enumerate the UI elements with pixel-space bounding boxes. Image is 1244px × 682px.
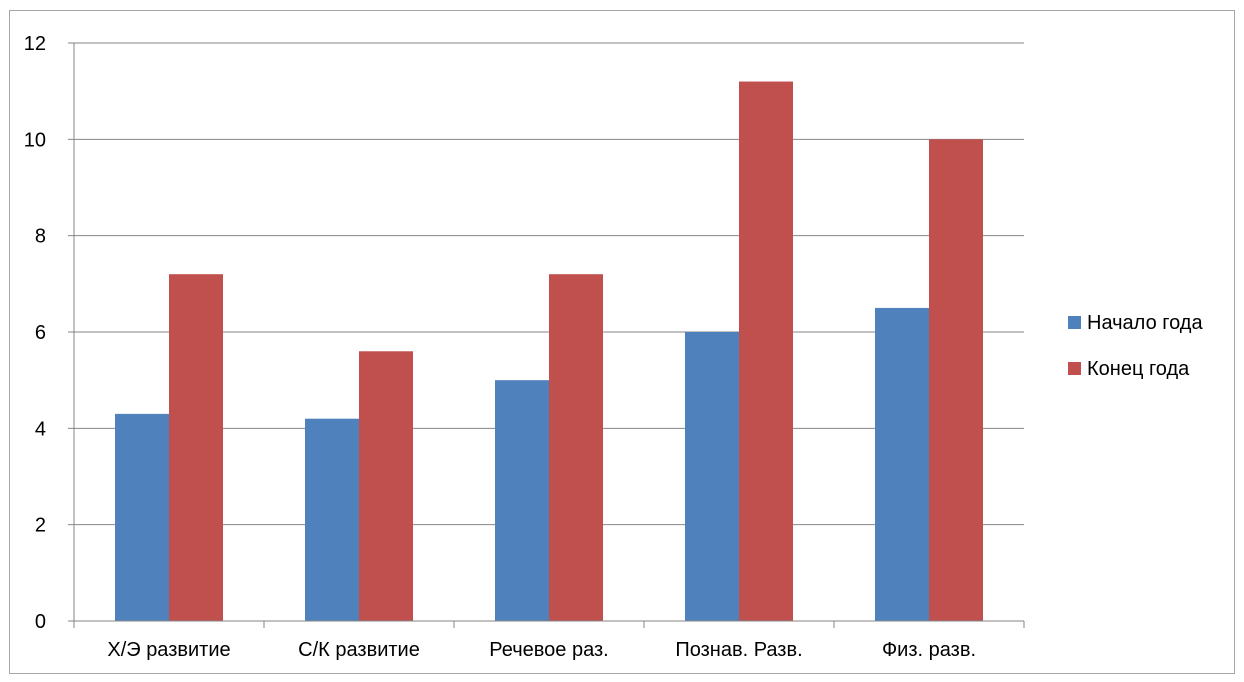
bar-start-3 xyxy=(685,332,739,621)
legend-swatch-1 xyxy=(1068,362,1081,375)
x-category-label: Физ. разв. xyxy=(882,639,976,661)
bar-end-1 xyxy=(359,351,413,621)
bar-end-3 xyxy=(739,81,793,622)
bar-end-0 xyxy=(169,274,223,621)
y-tick-label: 12 xyxy=(24,33,46,55)
axes: 0 2 4 6 8 10 12 Х/Э развитие С/К развитие Речевое… xyxy=(24,33,1025,661)
y-tick-label: 0 xyxy=(35,611,46,633)
legend: Начало года Конец года xyxy=(1068,312,1203,380)
x-category-label: С/К развитие xyxy=(298,639,420,661)
y-tick-label: 6 xyxy=(35,322,46,344)
legend-label: Начало года xyxy=(1087,312,1203,334)
x-category-label: Х/Э развитие xyxy=(107,639,230,661)
bar-start-1 xyxy=(305,418,359,621)
x-category-label: Познав. Разв. xyxy=(675,639,802,661)
bar-end-4 xyxy=(929,139,983,622)
y-tick-label: 2 xyxy=(35,515,46,537)
bar-start-0 xyxy=(115,413,169,621)
legend-swatch-0 xyxy=(1068,316,1081,329)
y-tick-label: 8 xyxy=(35,226,46,248)
bar-start-4 xyxy=(875,307,929,621)
y-tick-label: 4 xyxy=(35,418,46,440)
bar-end-2 xyxy=(549,274,603,621)
x-category-label: Речевое раз. xyxy=(489,639,608,661)
bar-start-2 xyxy=(495,380,549,621)
gridlines xyxy=(74,42,1024,526)
y-tick-label: 10 xyxy=(24,129,46,151)
legend-label: Конец года xyxy=(1087,358,1190,380)
bars xyxy=(115,81,983,622)
